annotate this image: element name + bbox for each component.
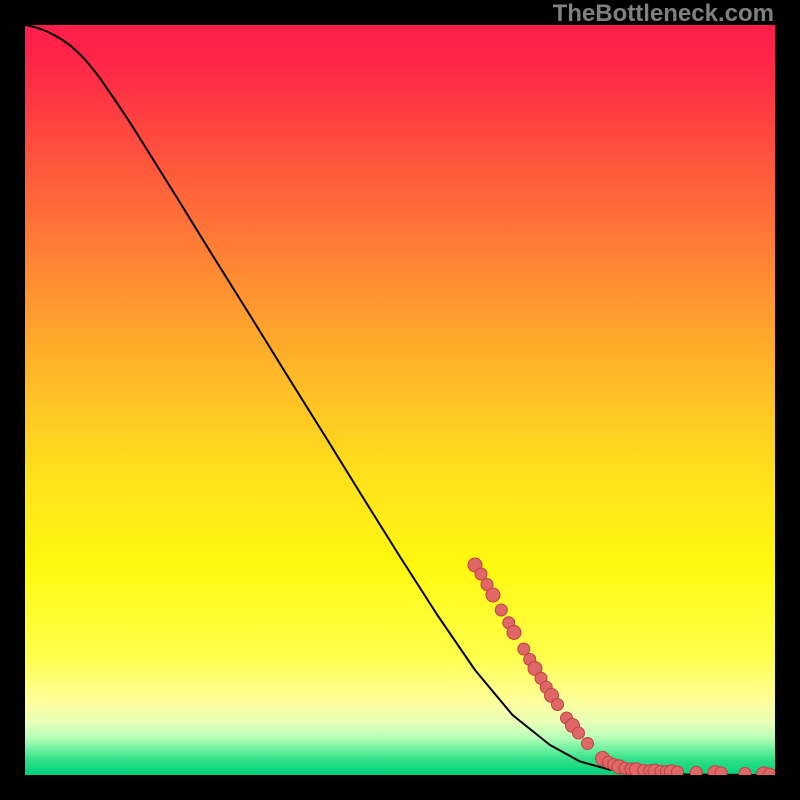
watermark-text: TheBottleneck.com xyxy=(553,0,774,28)
data-marker xyxy=(573,727,585,739)
data-marker xyxy=(690,766,702,775)
data-marker xyxy=(486,588,500,602)
bottleneck-chart xyxy=(25,25,775,775)
data-marker xyxy=(739,768,751,776)
data-marker xyxy=(552,699,564,711)
data-marker xyxy=(518,643,530,655)
data-marker xyxy=(582,738,594,750)
chart-background xyxy=(25,25,775,775)
data-marker xyxy=(507,626,521,640)
data-marker xyxy=(475,568,487,580)
data-marker xyxy=(495,604,507,616)
data-marker xyxy=(715,767,727,775)
data-marker xyxy=(672,766,684,775)
